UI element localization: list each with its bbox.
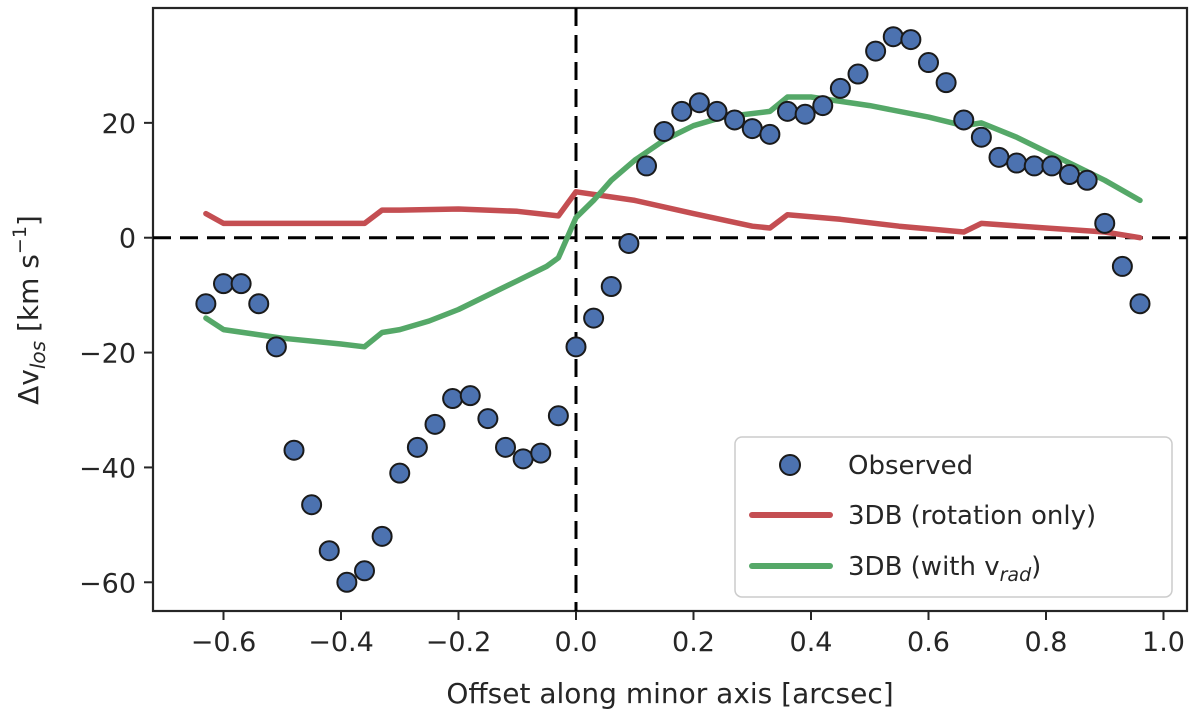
observed-point bbox=[918, 52, 939, 74]
legend-rotation-label: 3DB (rotation only) bbox=[848, 501, 1096, 531]
observed-point bbox=[301, 494, 323, 516]
observed-point bbox=[371, 525, 393, 547]
observed-point bbox=[565, 336, 587, 358]
observed-point bbox=[865, 40, 887, 62]
x-tick-label: 0.8 bbox=[1025, 627, 1068, 658]
y-tick-label: 0 bbox=[119, 224, 136, 255]
observed-point bbox=[636, 155, 657, 177]
observed-point bbox=[459, 385, 481, 407]
observed-point bbox=[406, 436, 428, 458]
observed-point bbox=[477, 408, 499, 430]
with-vrad-line bbox=[203, 94, 1143, 350]
observed-point bbox=[195, 293, 217, 315]
x-axis-label: Offset along minor axis [arcsec] bbox=[446, 677, 893, 710]
y-tick-label: −60 bbox=[79, 568, 136, 599]
x-tick-label: 0.4 bbox=[790, 627, 833, 658]
y-tick-label: −20 bbox=[79, 339, 136, 370]
y-label-subscript: los bbox=[26, 341, 50, 369]
model-lines bbox=[203, 94, 1143, 350]
observed-point bbox=[389, 462, 411, 484]
observed-point bbox=[424, 413, 446, 435]
observed-point bbox=[318, 540, 340, 562]
legend-vrad-label: 3DB (with vrad) bbox=[848, 552, 1041, 586]
observed-point bbox=[512, 448, 534, 470]
observed-point bbox=[600, 276, 622, 298]
observed-point bbox=[1059, 164, 1080, 186]
observed-point bbox=[618, 232, 640, 254]
observed-point bbox=[213, 273, 234, 295]
observed-point bbox=[794, 103, 816, 125]
y-label-units-open: [km s bbox=[12, 254, 45, 341]
observed-point bbox=[882, 26, 904, 48]
observed-point bbox=[336, 571, 358, 593]
y-tick-label: −40 bbox=[79, 453, 136, 484]
y-axis: −60 −40 −20 0 20 bbox=[79, 109, 153, 599]
observed-point bbox=[706, 100, 728, 122]
observed-point bbox=[283, 439, 305, 461]
observed-point bbox=[1076, 169, 1098, 191]
observed-point bbox=[495, 436, 516, 458]
observed-point bbox=[970, 126, 992, 148]
observed-point bbox=[741, 118, 763, 140]
y-axis-label: Δvlos [km s−1] bbox=[9, 215, 50, 405]
legend-observed-label: Observed bbox=[848, 451, 973, 481]
observed-point bbox=[230, 273, 252, 295]
observed-point bbox=[777, 100, 798, 122]
y-label-prefix: Δv bbox=[12, 369, 45, 405]
x-tick-label: −0.4 bbox=[308, 627, 374, 658]
observed-point bbox=[829, 77, 851, 99]
legend: Observed 3DB (rotation only) 3DB (with v… bbox=[734, 436, 1173, 598]
x-tick-label: 1.0 bbox=[1142, 627, 1185, 658]
legend-observed-marker bbox=[779, 454, 801, 476]
x-tick-label: 0.0 bbox=[555, 627, 598, 658]
observed-point bbox=[442, 388, 464, 410]
observed-point bbox=[1129, 293, 1151, 315]
observed-point bbox=[812, 95, 834, 117]
observed-point bbox=[547, 405, 569, 427]
y-label-units-close: ] bbox=[12, 215, 45, 226]
rotation-only-line bbox=[203, 189, 1143, 241]
observed-point bbox=[354, 560, 375, 582]
observed-point bbox=[583, 307, 605, 329]
observed-point bbox=[900, 29, 922, 51]
observed-point bbox=[653, 120, 675, 142]
legend-vrad-name: 3DB (with v bbox=[848, 552, 1000, 582]
observed-point bbox=[847, 63, 869, 85]
legend-box bbox=[734, 436, 1173, 598]
observed-point bbox=[265, 336, 287, 358]
x-tick-label: −0.6 bbox=[191, 627, 257, 658]
x-axis: −0.6 −0.4 −0.2 0.0 0.2 0.4 0.6 0.8 1.0 bbox=[191, 611, 1185, 658]
observed-points bbox=[195, 26, 1151, 593]
observed-point bbox=[1041, 155, 1063, 177]
observed-point bbox=[1111, 255, 1133, 277]
observed-point bbox=[1094, 212, 1116, 234]
observed-point bbox=[935, 72, 957, 94]
y-label-exponent: −1 bbox=[9, 226, 31, 254]
observed-point bbox=[988, 146, 1010, 168]
observed-point bbox=[1023, 155, 1045, 177]
observed-point bbox=[688, 92, 710, 114]
observed-point bbox=[759, 123, 781, 145]
legend-vrad-suffix: ) bbox=[1031, 552, 1041, 582]
x-tick-label: −0.2 bbox=[426, 627, 492, 658]
x-tick-label: 0.2 bbox=[672, 627, 715, 658]
observed-point bbox=[530, 442, 552, 464]
observed-point bbox=[671, 100, 693, 122]
x-tick-label: 0.6 bbox=[907, 627, 950, 658]
y-tick-label: 20 bbox=[102, 109, 136, 140]
observed-point bbox=[724, 109, 746, 131]
observed-point bbox=[1006, 152, 1028, 174]
observed-point bbox=[953, 109, 975, 131]
legend-vrad-subscript: rad bbox=[1000, 564, 1032, 586]
observed-point bbox=[248, 293, 270, 315]
